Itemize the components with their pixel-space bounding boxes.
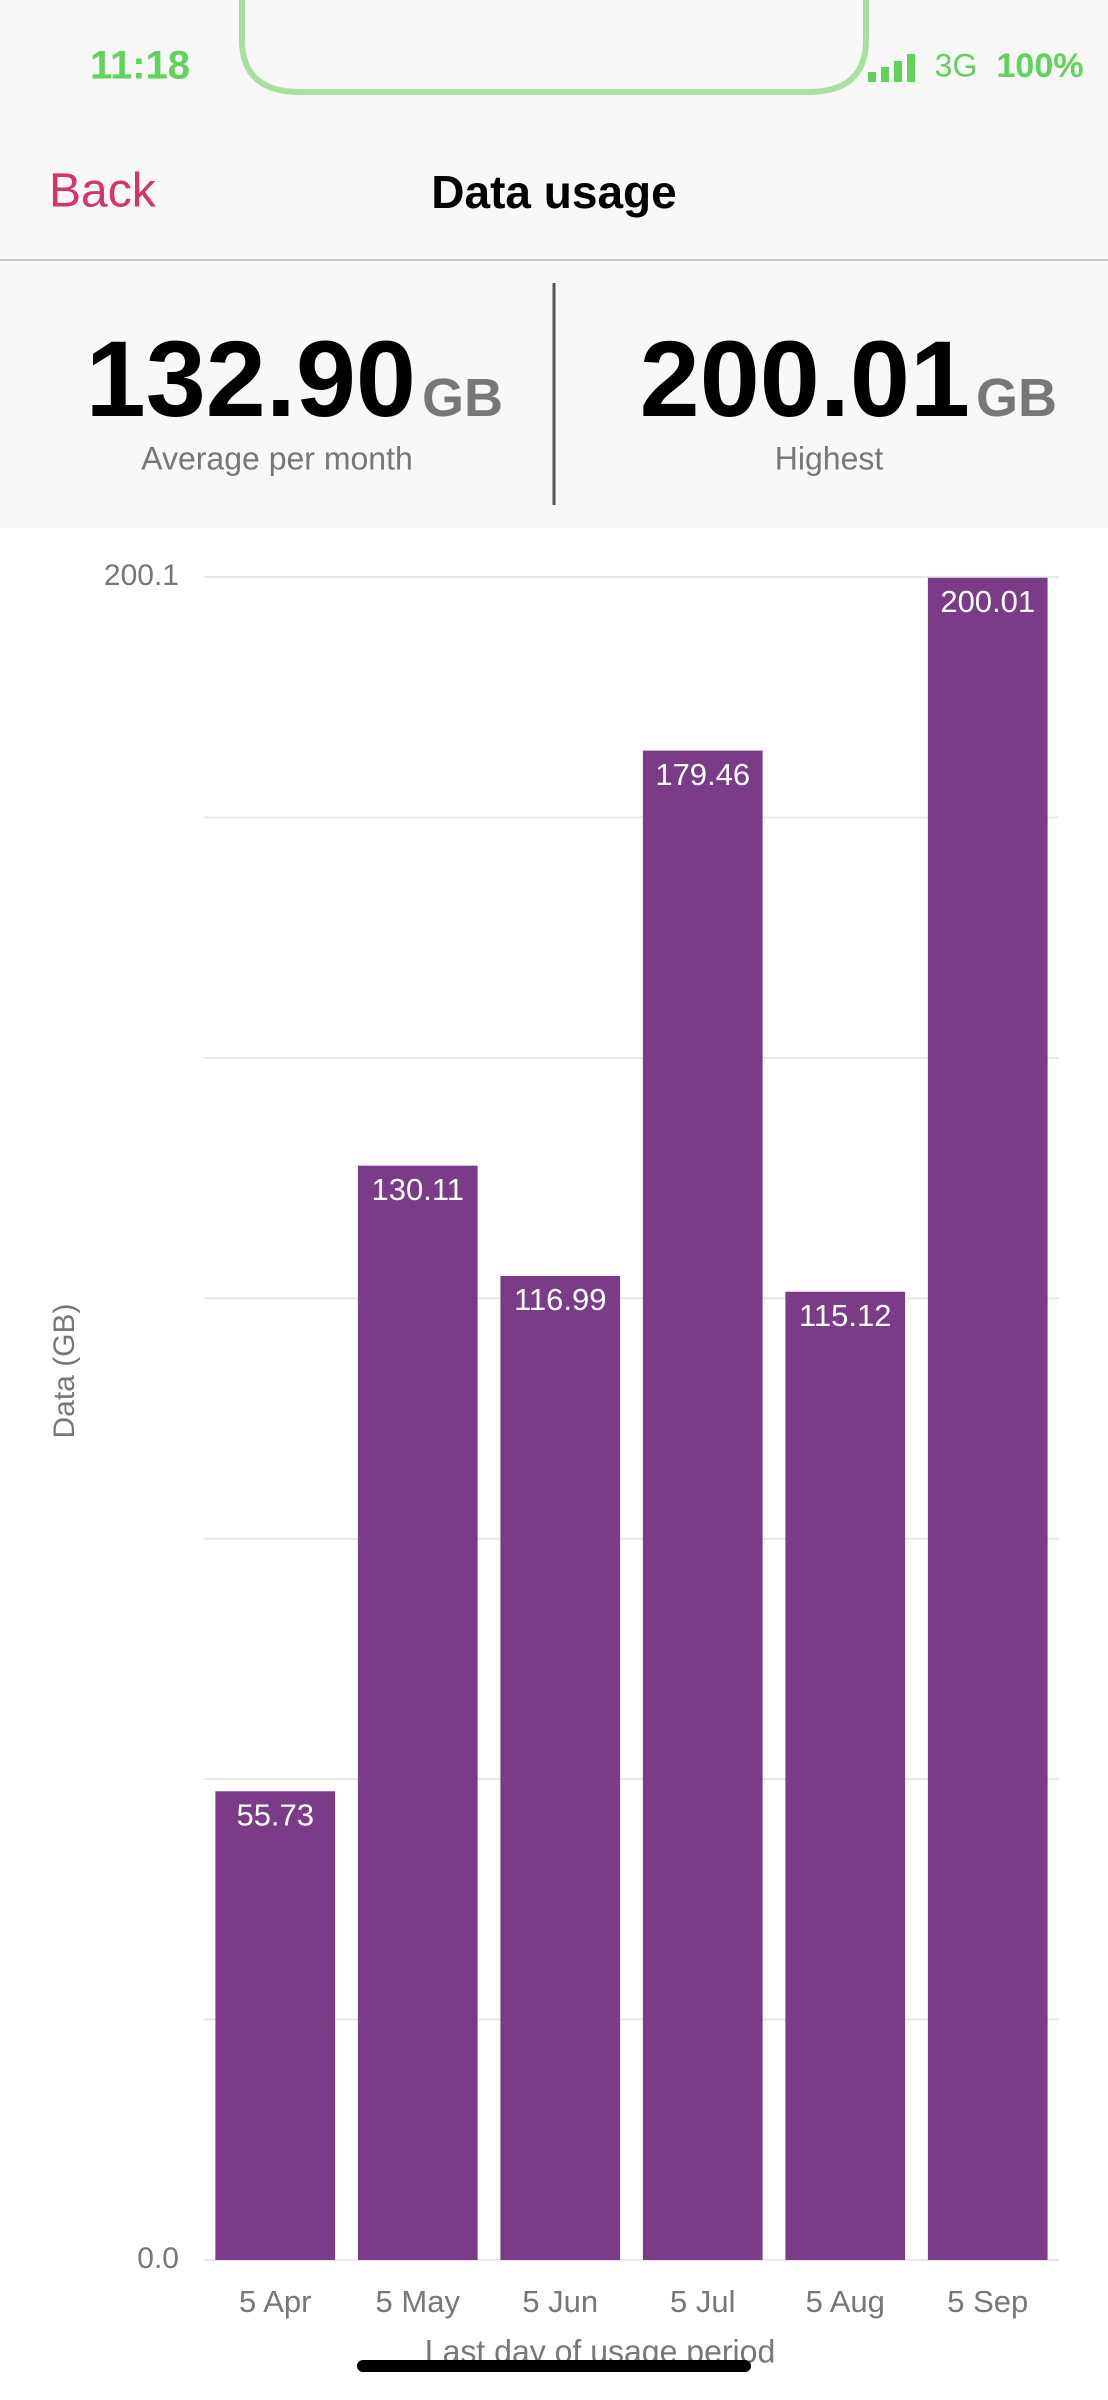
data-label: 200.01 <box>940 584 1035 619</box>
x-tick-label: 5 May <box>376 2284 461 2319</box>
nav-title: Data usage <box>431 166 676 218</box>
signal <box>868 54 915 82</box>
y-tick-label: 200.1 <box>104 559 179 592</box>
x-tick-label: 5 Apr <box>239 2284 311 2319</box>
status-network: 3G <box>935 47 978 83</box>
y-axis-title: Data (GB) <box>48 1303 81 1438</box>
data-label: 115.12 <box>799 1298 892 1333</box>
y-tick-label: 0.0 <box>137 2242 179 2275</box>
bar <box>785 1291 906 2260</box>
bar <box>500 1276 621 2260</box>
notch <box>239 0 869 95</box>
stat-value: 200.01 <box>640 318 970 439</box>
x-tick-label: 5 Jul <box>670 2284 735 2319</box>
data-label: 116.99 <box>514 1282 607 1317</box>
x-tick-label: 5 Aug <box>806 2284 885 2319</box>
home-indicator <box>357 2360 751 2372</box>
status-battery: 100% <box>997 47 1084 85</box>
data-label: 55.73 <box>236 1797 314 1832</box>
bar <box>927 577 1048 2260</box>
plot: 0.0 200.1 5 Apr 55.73 5 May 130.11 5 Jun 116.99… <box>104 559 1059 2319</box>
bar <box>357 1165 478 2260</box>
stat-value: 132.90 <box>86 318 416 439</box>
stat-label: Highest <box>775 440 884 476</box>
stat-label: Average per month <box>141 440 413 476</box>
x-tick-label: 5 Jun <box>522 2284 598 2319</box>
x-tick-label: 5 Sep <box>947 2284 1028 2319</box>
stat-unit: GB <box>976 368 1057 428</box>
stat-unit: GB <box>422 368 503 428</box>
status-time: 11:18 <box>90 44 190 88</box>
data-label: 130.11 <box>371 1172 464 1207</box>
data-label: 179.46 <box>655 757 750 792</box>
bar <box>215 1791 336 2260</box>
bar <box>642 750 763 2260</box>
back-button[interactable]: Back <box>49 165 157 218</box>
